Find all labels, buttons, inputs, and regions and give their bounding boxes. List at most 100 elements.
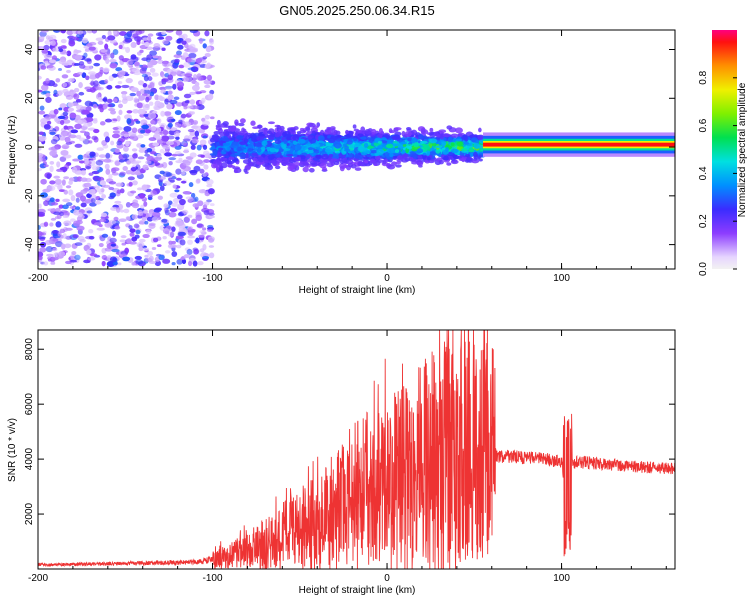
heatmap-cell: [171, 226, 176, 232]
heatmap-cell: [109, 39, 117, 44]
heatmap-cell: [411, 161, 419, 165]
heatmap-cell: [178, 198, 186, 206]
heatmap-cell: [376, 148, 385, 155]
heatmap-cell: [118, 154, 124, 161]
heatmap-cell: [117, 262, 122, 266]
heatmap-cell: [40, 91, 47, 95]
heatmap-cell: [38, 131, 44, 136]
heatmap-cell: [39, 105, 45, 111]
heatmap-cell: [115, 182, 124, 187]
heatmap-cell: [144, 129, 152, 134]
heatmap-cell: [83, 52, 88, 58]
heatmap-cell: [61, 74, 69, 79]
heatmap-cell: [72, 234, 79, 239]
colorbar-label: Normalized spectral amplitude: [737, 82, 748, 217]
heatmap-cell: [173, 131, 180, 138]
snr-y-tick-label: 2000: [24, 502, 35, 525]
heatmap-cell: [70, 195, 76, 202]
heatmap-cell: [147, 194, 153, 199]
heatmap-cell: [86, 65, 93, 71]
heatmap-cell: [328, 139, 335, 144]
heatmap-cell: [67, 102, 74, 108]
heatmap-cell: [139, 129, 146, 134]
heatmap-cell: [101, 260, 106, 267]
colorbar-gradient: [712, 30, 737, 269]
heatmap-cell: [418, 134, 424, 140]
heatmap-cell: [51, 145, 59, 151]
heatmap-cell: [90, 198, 96, 203]
heatmap-cell: [167, 61, 172, 67]
heatmap-cell: [461, 148, 468, 152]
heatmap-cell: [110, 140, 115, 146]
heatmap-cell: [454, 127, 463, 134]
heatmap-cell: [118, 109, 123, 116]
heatmap-cell: [445, 147, 449, 152]
heatmap-cell: [55, 240, 63, 248]
heatmap-cell: [77, 30, 84, 35]
heatmap-cell: [162, 39, 169, 45]
heatmap-cell: [205, 46, 212, 53]
heatmap-cell: [195, 159, 203, 165]
heatmap-cell: [57, 90, 64, 95]
heatmap-cell: [88, 46, 96, 51]
heatmap-cell: [171, 176, 177, 180]
heatmap-cell: [236, 135, 244, 140]
heatmap-cell: [120, 235, 127, 239]
heatmap-cell: [120, 91, 128, 95]
heatmap-cell: [95, 72, 100, 79]
heatmap-cell: [84, 86, 92, 91]
heatmap-cell: [93, 128, 100, 134]
heatmap-cell: [44, 39, 53, 45]
heatmap-cell: [194, 130, 200, 137]
heatmap-cell: [150, 119, 156, 125]
heatmap-cell: [121, 93, 127, 99]
heatmap-cell: [71, 166, 78, 173]
heatmap-cell: [207, 188, 215, 195]
heatmap-cell: [209, 38, 214, 43]
heatmap-cell: [218, 128, 223, 134]
heatmap-cell: [151, 247, 157, 250]
heatmap-cell: [135, 229, 141, 235]
heatmap-cell: [154, 207, 163, 211]
heatmap-cell: [389, 152, 394, 158]
heatmap-cell: [175, 168, 182, 175]
heatmap-cell: [267, 121, 275, 125]
heatmap-y-tick-label: -40: [24, 237, 35, 252]
heatmap-cell: [131, 148, 138, 152]
heatmap-cell: [58, 250, 66, 257]
heatmap-cell: [224, 138, 230, 142]
heatmap-cell: [171, 240, 177, 245]
heatmap-cell: [357, 133, 364, 137]
heatmap-cell: [195, 57, 203, 64]
heatmap-cell: [91, 165, 100, 171]
heatmap-cell: [94, 200, 102, 205]
heatmap-cell: [308, 167, 315, 173]
heatmap-cell: [368, 138, 374, 144]
heatmap-cell: [187, 67, 196, 71]
heatmap-cell: [364, 163, 371, 167]
heatmap-cell: [352, 158, 360, 161]
heatmap-cell: [69, 89, 74, 93]
heatmap-cell: [73, 209, 80, 216]
heatmap-cell: [171, 261, 176, 266]
heatmap-cell: [202, 256, 210, 260]
heatmap-cell: [293, 156, 301, 162]
heatmap-cell: [275, 153, 281, 158]
snr-y-tick-label: 8000: [24, 338, 35, 361]
heatmap-cell: [53, 211, 61, 216]
heatmap-cell: [147, 76, 153, 81]
heatmap-cell: [330, 135, 338, 141]
heatmap-cell: [172, 184, 177, 189]
heatmap-cell: [59, 51, 68, 55]
heatmap-cell: [40, 192, 48, 198]
heatmap-cell: [167, 90, 173, 95]
snr-x-tick-label: -200: [28, 573, 48, 584]
heatmap-cell: [184, 73, 193, 78]
heatmap-cell: [156, 138, 164, 145]
heatmap-cell: [207, 93, 214, 100]
heatmap-cell: [99, 121, 106, 126]
heatmap-cell: [183, 61, 191, 68]
heatmap-cell: [196, 73, 202, 80]
